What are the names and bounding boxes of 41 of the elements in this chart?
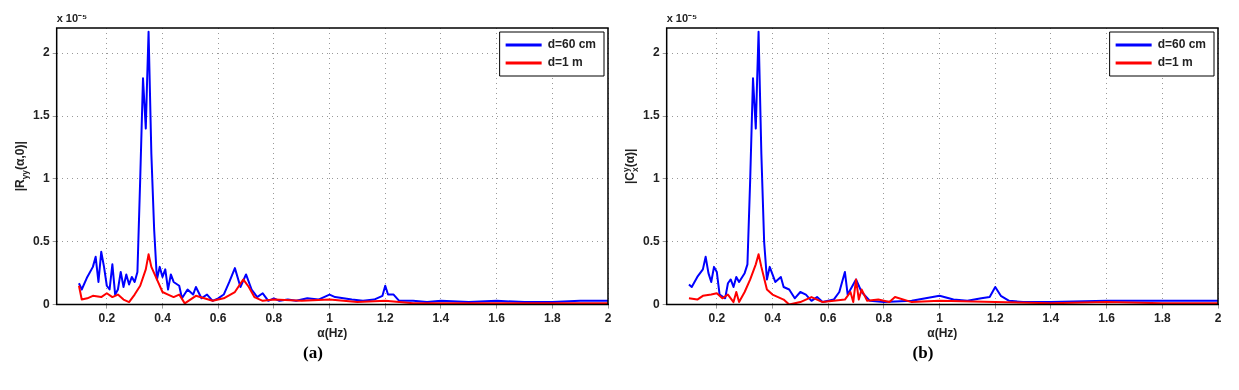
x-tick-label: 1: [936, 311, 944, 326]
legend-label: d=1 m: [547, 55, 583, 70]
x-tick-label: 1: [326, 311, 334, 326]
x-tick-label: 0.4: [154, 311, 172, 326]
x-tick-label: 2: [604, 311, 612, 326]
x-tick-label: 0.8: [265, 311, 283, 326]
x-tick-label: 0.6: [209, 311, 227, 326]
text: (b): [911, 343, 935, 363]
x-tick-label: 1.6: [488, 311, 506, 326]
x-tick-label: 1.4: [432, 311, 450, 326]
x-tick-label: 1.4: [1042, 311, 1060, 326]
y-tick-label: 1.5: [642, 108, 660, 123]
x-tick-label: 1.2: [986, 311, 1004, 326]
legend-label: d=1 m: [1157, 55, 1193, 70]
x-tick-label: 1.8: [1153, 311, 1171, 326]
text: x 10⁻⁵: [666, 12, 698, 24]
x-axis-title: α(Hz): [927, 326, 958, 340]
x-tick-label: 1.6: [1098, 311, 1116, 326]
x-tick-label: 1.8: [543, 311, 561, 326]
y-tick-label: 1.5: [32, 108, 50, 123]
y-tick-label: 1: [42, 171, 50, 186]
x-tick-label: 0.8: [875, 311, 893, 326]
x-tick-label: 0.2: [98, 311, 116, 326]
y-tick-label: 0: [42, 296, 50, 311]
y-tick-label: 2: [652, 45, 660, 60]
text: (a): [302, 343, 324, 363]
x-axis-title: α(Hz): [317, 326, 348, 340]
y-tick-label: 0: [652, 296, 660, 311]
x-tick-label: 0.6: [819, 311, 837, 326]
text: x 10⁻⁵: [56, 12, 88, 24]
y-tick-label: 0.5: [32, 234, 50, 249]
legend-label: d=60 cm: [547, 37, 597, 52]
x-tick-label: 0.2: [708, 311, 726, 326]
y-tick-label: 1: [652, 171, 660, 186]
y-axis-title: |Ryy(α,0)|: [13, 141, 30, 192]
x-tick-label: 1.2: [376, 311, 394, 326]
legend-label: d=60 cm: [1157, 37, 1207, 52]
x-tick-label: 0.4: [764, 311, 782, 326]
y-tick-label: 0.5: [642, 234, 660, 249]
x-tick-label: 2: [1214, 311, 1222, 326]
y-tick-label: 2: [42, 45, 50, 60]
